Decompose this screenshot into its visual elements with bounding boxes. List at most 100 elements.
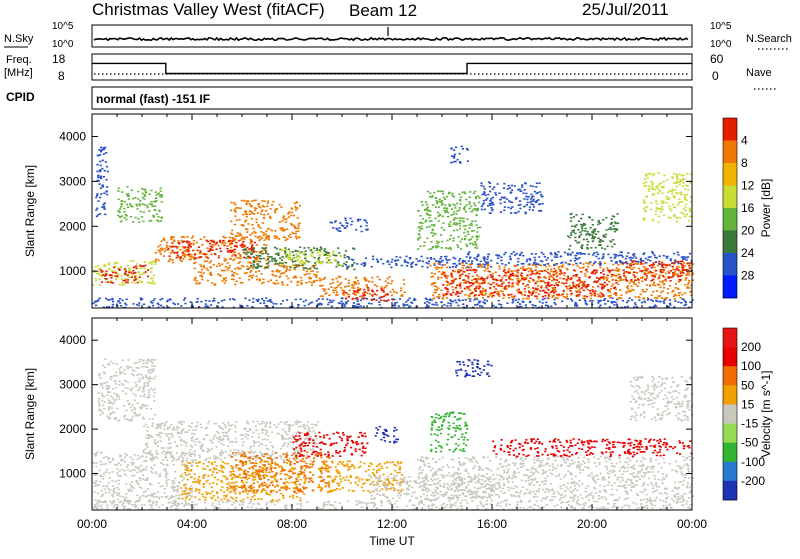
echo-cell — [106, 194, 108, 196]
echo-cell — [95, 280, 97, 282]
echo-cell — [407, 299, 409, 301]
echo-cell — [285, 221, 287, 223]
echo-cell — [689, 253, 691, 255]
echo-cell — [676, 193, 678, 195]
echo-cell — [155, 471, 157, 473]
echo-cell — [607, 275, 609, 277]
echo-cell — [493, 186, 495, 188]
echo-cell — [234, 204, 236, 206]
echo-cell — [171, 242, 173, 244]
echo-cell — [408, 306, 410, 308]
echo-cell — [682, 505, 684, 507]
echo-cell — [453, 157, 455, 159]
echo-cell — [98, 180, 100, 182]
echo-cell — [404, 304, 406, 306]
echo-cell — [663, 269, 665, 271]
echo-cell — [180, 305, 182, 307]
echo-cell — [631, 299, 633, 301]
echo-cell — [529, 201, 531, 203]
echo-cell — [298, 223, 300, 225]
echo-cell — [425, 201, 427, 203]
echo-cell — [294, 269, 296, 271]
echo-cell — [286, 228, 288, 230]
echo-cell — [255, 251, 257, 253]
echo-cell — [686, 259, 688, 261]
echo-cell — [459, 263, 461, 265]
echo-cell — [395, 260, 397, 262]
echo-cell — [297, 250, 299, 252]
echo-cell — [517, 292, 519, 294]
echo-cell — [475, 243, 477, 245]
echo-cell — [254, 207, 256, 209]
echo-cell — [119, 454, 121, 456]
echo-cell — [599, 223, 601, 225]
echo-cell — [685, 204, 687, 206]
echo-cell — [535, 201, 537, 203]
echo-cell — [119, 302, 121, 304]
echo-cell — [669, 285, 671, 287]
echo-cell — [437, 277, 439, 279]
echo-cell — [100, 147, 102, 149]
echo-cell — [371, 266, 373, 268]
echo-cell — [295, 209, 297, 211]
echo-cell — [529, 263, 531, 265]
echo-cell — [295, 257, 297, 259]
echo-cell — [277, 254, 279, 256]
echo-cell — [612, 264, 614, 266]
echo-cell — [570, 287, 572, 289]
echo-cell — [534, 257, 536, 259]
echo-cell — [477, 196, 479, 198]
echo-cell — [372, 258, 374, 260]
echo-cell — [100, 268, 102, 270]
echo-cell — [597, 302, 599, 304]
echo-cell — [489, 186, 491, 188]
echo-cell — [363, 306, 365, 308]
echo-cell — [499, 505, 501, 507]
echo-cell — [441, 203, 443, 205]
echo-cell — [206, 268, 208, 270]
echo-cell — [438, 206, 440, 208]
echo-cell — [158, 497, 160, 499]
echo-cell — [530, 277, 532, 279]
echo-cell — [344, 254, 346, 256]
echo-cell — [521, 278, 523, 280]
echo-cell — [336, 263, 338, 265]
echo-cell — [398, 305, 400, 307]
echo-cell — [419, 502, 421, 504]
echo-cell — [429, 508, 431, 510]
echo-cell — [200, 301, 202, 303]
echo-cell — [127, 464, 129, 466]
echo-cell — [462, 262, 464, 264]
echo-cell — [432, 235, 434, 237]
echo-cell — [289, 269, 291, 271]
echo-cell — [168, 260, 170, 262]
echo-cell — [467, 278, 469, 280]
echo-cell — [222, 236, 224, 238]
echo-cell — [97, 451, 99, 453]
echo-cell — [583, 239, 585, 241]
echo-cell — [371, 502, 373, 504]
echo-cell — [437, 190, 439, 192]
echo-cell — [196, 242, 198, 244]
echo-cell — [233, 279, 235, 281]
echo-cell — [555, 273, 557, 275]
echo-cell — [653, 254, 655, 256]
echo-cell — [592, 291, 594, 293]
echo-cell — [341, 506, 343, 508]
echo-cell — [299, 205, 301, 207]
echo-cell — [226, 245, 228, 247]
echo-cell — [280, 273, 282, 275]
echo-cell — [252, 301, 254, 303]
echo-cell — [245, 203, 247, 205]
echo-cell — [243, 249, 245, 251]
echo-cell — [138, 203, 140, 205]
echo-cell — [243, 252, 245, 254]
echo-cell — [468, 224, 470, 226]
echo-cell — [446, 262, 448, 264]
echo-cell — [531, 196, 533, 198]
echo-cell — [434, 264, 436, 266]
echo-cell — [456, 508, 458, 510]
echo-cell — [523, 279, 525, 281]
echo-cell — [268, 239, 270, 241]
echo-cell — [193, 504, 195, 506]
